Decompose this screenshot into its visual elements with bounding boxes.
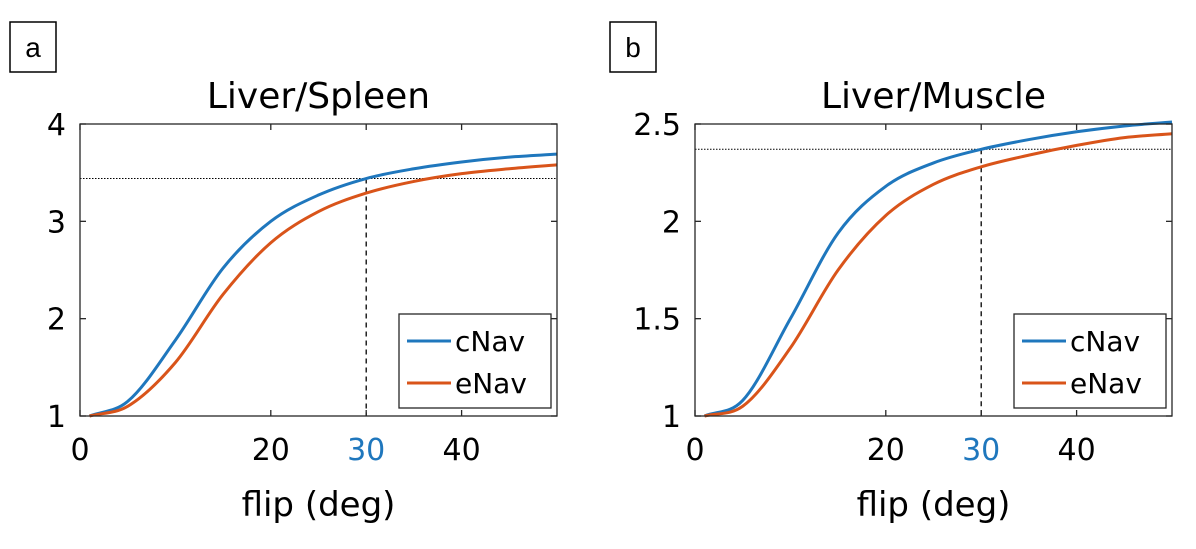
y-tick-label: 2 [47, 303, 66, 338]
panel-label: a [25, 32, 41, 63]
chart-title: Liver/Muscle [821, 76, 1046, 117]
legend-box [1013, 313, 1167, 409]
legend: cNav eNav [1013, 313, 1167, 409]
panel-label: b [625, 32, 641, 63]
x-axis-label: flip (deg) [242, 485, 396, 525]
y-tick-label: 1 [47, 400, 66, 435]
x-tick-label: 40 [443, 433, 481, 468]
y-tick-label: 2.5 [633, 108, 681, 143]
series-line-eNav [704, 132, 1173, 418]
panel-label-box [609, 21, 657, 73]
series-line-eNav [89, 163, 558, 418]
x-axis-label: flip (deg) [857, 485, 1011, 525]
x-tick-label: 20 [867, 433, 905, 468]
y-tick-label: 3 [47, 205, 66, 240]
y-tick-label: 2 [662, 205, 681, 240]
x-tick-label: 20 [252, 433, 290, 468]
y-tick-label: 4 [47, 108, 66, 143]
x-tick-label: 40 [1058, 433, 1096, 468]
panel-label-box [9, 21, 57, 73]
series-line-cNav [703, 120, 1173, 418]
legend-label-cNav: cNav [455, 325, 525, 358]
legend-label-eNav: eNav [1070, 367, 1142, 400]
x-tick-label-highlight: 30 [962, 433, 1000, 468]
series-line-cNav [89, 152, 558, 418]
x-tick-label: 0 [685, 433, 704, 468]
axes-box [79, 123, 558, 417]
chart-panel-b: b Liver/Muscle 0 20 30 40 1 1.5 2 2.5 flip (deg) cN… [609, 21, 1173, 525]
chart-panel-a: a Liver/Spleen 0 20 30 40 1 2 3 4 flip (deg) cNav eN… [9, 21, 558, 525]
axes-box [694, 123, 1173, 417]
x-tick-label-highlight: 30 [347, 433, 385, 468]
y-tick-label: 1 [662, 400, 681, 435]
legend-label-cNav: cNav [1070, 325, 1140, 358]
legend: cNav eNav [398, 313, 552, 409]
x-tick-label: 0 [70, 433, 89, 468]
y-tick-label: 1.5 [633, 303, 681, 338]
legend-box [398, 313, 552, 409]
legend-label-eNav: eNav [455, 367, 527, 400]
chart-title: Liver/Spleen [207, 76, 430, 117]
